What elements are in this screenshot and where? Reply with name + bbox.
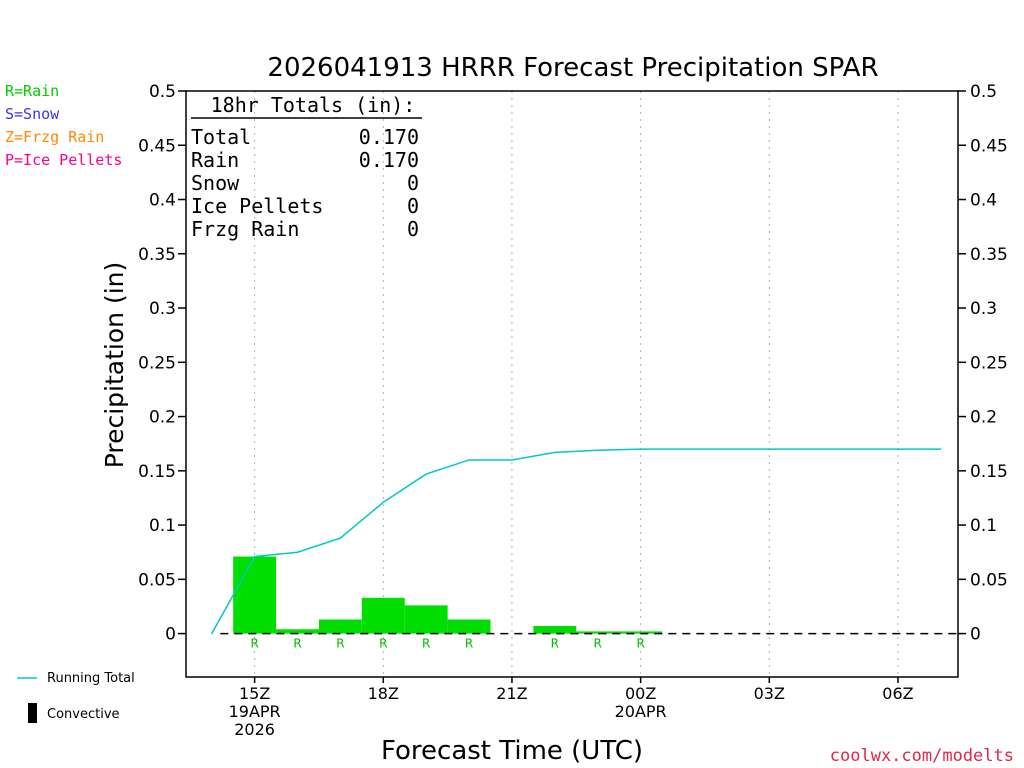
y-tick-label-left: 0.4 (149, 191, 176, 211)
precip-bar (318, 619, 362, 634)
ptype-label: R (250, 637, 258, 651)
y-axis-label: Precipitation (in) (100, 262, 129, 469)
ptype-legend-entry: R=Rain (5, 82, 59, 100)
running-total-point (339, 537, 341, 539)
y-tick-label-right: 0.3 (970, 299, 997, 319)
y-tick-label-right: 0.35 (970, 245, 1008, 265)
running-total-point (511, 459, 513, 461)
x-tick-label: 21Z (496, 684, 527, 703)
y-tick-label-right: 0.05 (970, 570, 1008, 590)
ptype-legend-entry: P=Ice Pellets (5, 151, 122, 169)
precip-bar (361, 597, 405, 634)
running-total-point (940, 448, 942, 450)
x-tick-label: 18Z (368, 684, 399, 703)
running-total-point (554, 451, 556, 453)
totals-row-label: Snow (191, 171, 240, 195)
y-tick-label-right: 0.4 (970, 191, 997, 211)
precip-bar (404, 605, 448, 634)
totals-row-value: 0 (407, 194, 419, 218)
x-tick-label: 19APR (229, 702, 281, 721)
x-tick-label: 00Z (625, 684, 656, 703)
totals-row-value: 0 (407, 217, 419, 241)
y-tick-label-right: 0 (970, 625, 981, 645)
x-tick-label: 20APR (615, 702, 667, 721)
ptype-label: R (422, 637, 430, 651)
totals-row-label: Rain (191, 148, 239, 172)
precip-bar (533, 625, 577, 634)
precip-bar (619, 631, 663, 634)
y-tick-label-right: 0.5 (970, 82, 997, 102)
y-tick-label-right: 0.45 (970, 136, 1008, 156)
y-tick-label-left: 0.45 (138, 136, 176, 156)
y-tick-label-right: 0.1 (970, 516, 997, 536)
y-tick-label-left: 0 (165, 625, 176, 645)
running-total-point (254, 555, 256, 558)
y-tick-label-left: 0.25 (138, 353, 176, 373)
running-total-point (725, 448, 728, 450)
ptype-label: R (594, 637, 602, 651)
totals-row-value: 0 (407, 171, 419, 195)
running-total-point (682, 448, 685, 450)
totals-row-label: Frzg Rain (191, 217, 299, 241)
y-tick-label-right: 0.2 (970, 408, 997, 428)
convective-legend-swatch (28, 703, 37, 723)
running-total-line (211, 448, 941, 634)
legend-area: R=Rain S=Snow Z=Frzg Rain P=Ice Pellets Runn… (5, 82, 135, 723)
y-tick-label-left: 0.05 (138, 570, 176, 590)
y-tick-label-left: 0.2 (149, 408, 176, 428)
y-tick-label-left: 0.35 (138, 245, 176, 265)
running-total-point (854, 448, 856, 450)
ptype-legend-entry: Z=Frzg Rain (5, 128, 104, 146)
plot-area: R R R R R R R R R0 00.05 0.050.1 0.10.15 0.150.2 0.20… (138, 82, 1008, 739)
ptype-label: R (636, 637, 644, 651)
totals-row-label: Ice Pellets (191, 194, 323, 218)
running-total-point (897, 448, 899, 450)
precip-bar (447, 619, 491, 634)
x-tick-label: 2026 (234, 720, 275, 739)
running-total-point (211, 632, 213, 635)
running-total-point (811, 448, 813, 450)
running-total-legend-label: Running Total (47, 671, 135, 686)
y-tick-label-left: 0.1 (149, 516, 176, 536)
ptype-label: R (379, 637, 387, 651)
running-total-point (468, 459, 470, 461)
running-total-point (425, 473, 427, 475)
y-tick-label-right: 0.25 (970, 353, 1008, 373)
y-tick-label-right: 0.15 (970, 462, 1008, 482)
ptype-label: R (336, 637, 344, 651)
x-axis-label: Forecast Time (UTC) (381, 736, 643, 766)
convective-legend-label: Convective (47, 707, 120, 722)
chart-title: 2026041913 HRRR Forecast Precipitation S… (267, 53, 878, 83)
y-tick-label-left: 0.5 (149, 82, 176, 102)
running-total-point (296, 551, 299, 553)
totals-row-value: 0.170 (359, 148, 419, 172)
totals-row-value: 0.170 (359, 125, 419, 149)
ptype-label: R (551, 637, 559, 651)
x-tick-label: 06Z (882, 684, 913, 703)
totals-row-label: Total (191, 125, 251, 149)
x-tick-label: 15Z (239, 684, 270, 703)
ptype-legend-entry: S=Snow (5, 105, 60, 123)
plot-frame (185, 90, 959, 678)
precip-bar (233, 556, 277, 634)
precip-bar (576, 631, 620, 634)
y-tick-label-left: 0.3 (149, 299, 176, 319)
x-tick-label: 03Z (754, 684, 785, 703)
ptype-label: R (465, 637, 473, 651)
precip-bar (276, 629, 319, 634)
totals-heading: 18hr Totals (in): (211, 93, 416, 117)
running-total-point (768, 448, 770, 450)
running-total-point (382, 501, 384, 503)
running-total-point (597, 449, 599, 451)
credit-text: coolwx.com/modelts (830, 746, 1014, 766)
ptype-label: R (293, 637, 301, 651)
running-total-point (640, 448, 642, 450)
y-tick-label-left: 0.15 (138, 462, 176, 482)
